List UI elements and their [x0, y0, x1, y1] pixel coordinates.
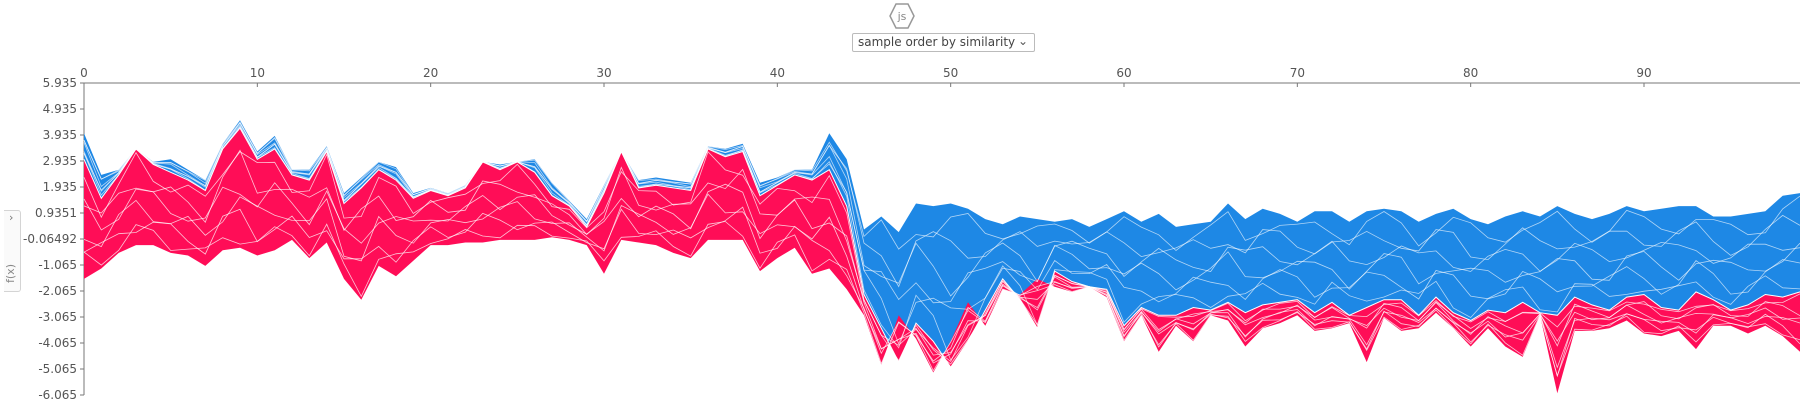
- side-axis-label: f(x): [3, 264, 17, 283]
- y-tick-label: 4.935: [43, 102, 77, 116]
- y-tick-label: 5.935: [43, 76, 77, 90]
- x-tick-label: 30: [596, 66, 611, 80]
- positive-feature-line: [83, 221, 1801, 377]
- y-tick-label: -6.065: [38, 388, 77, 402]
- negative-feature-line: [83, 122, 1801, 288]
- x-tick-label: 50: [943, 66, 958, 80]
- sample-order-select-value: sample order by similarity: [858, 35, 1016, 49]
- output-value-line: [83, 127, 1801, 369]
- negative-feature-line: [83, 126, 1801, 345]
- chevron-down-icon: ⌄: [1017, 34, 1028, 48]
- x-tick-label: 20: [423, 66, 438, 80]
- x-tick-label: 60: [1116, 66, 1131, 80]
- y-tick-label: -0.06492: [23, 232, 77, 246]
- y-tick-label: -2.065: [38, 284, 77, 298]
- x-tick-label: 70: [1290, 66, 1305, 80]
- areas-layer: [84, 120, 1800, 394]
- feature-lines-layer: [83, 121, 1801, 378]
- x-tick-label: 40: [770, 66, 785, 80]
- shap-logo-icon: js: [889, 3, 915, 29]
- positive-feature-line: [83, 193, 1801, 369]
- y-tick-label: 0.9351: [35, 206, 77, 220]
- y-tick-label: -1.065: [38, 258, 77, 272]
- positive-effect-area: [84, 128, 1800, 394]
- x-tick-label: 90: [1636, 66, 1651, 80]
- y-tick-label: -3.065: [38, 310, 77, 324]
- sample-order-select[interactable]: sample order by similarity ⌄: [852, 33, 1035, 52]
- negative-feature-line: [83, 124, 1801, 304]
- x-tick-label: 0: [80, 66, 88, 80]
- y-tick-label: 2.935: [43, 154, 77, 168]
- y-tick-label: -4.065: [38, 336, 77, 350]
- y-tick-label: 1.935: [43, 180, 77, 194]
- y-tick-label: 3.935: [43, 128, 77, 142]
- side-axis-toggle[interactable]: › f(x): [4, 210, 21, 292]
- x-tick-label: 80: [1463, 66, 1478, 80]
- y-tick-label: -5.065: [38, 362, 77, 376]
- axes-layer: 0 10 20 30 40 50 60 70 80 90 5.935 4.935 3.935 2.935 1…: [23, 66, 1800, 402]
- logo-text: js: [897, 10, 907, 23]
- chevron-right-icon: ›: [9, 211, 14, 224]
- x-tick-label: 10: [250, 66, 265, 80]
